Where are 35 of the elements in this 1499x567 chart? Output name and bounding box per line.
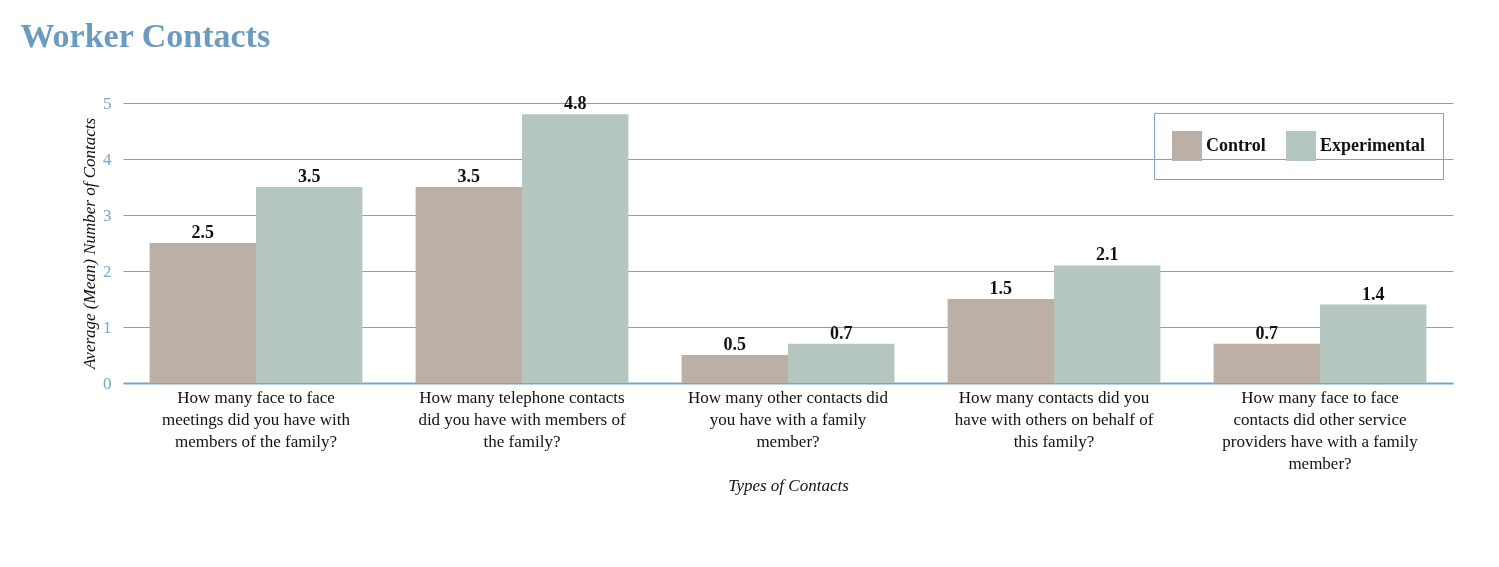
x-axis-title: Types of Contacts	[728, 475, 850, 495]
y-tick-label: 2	[103, 261, 112, 281]
bar	[149, 243, 256, 383]
bar	[947, 299, 1054, 383]
x-tick-label: How many face to face meetings did you have with members of the family?	[162, 387, 351, 451]
bar	[1320, 304, 1427, 383]
bar	[788, 343, 895, 383]
y-tick-label: 5	[103, 93, 112, 113]
bar	[681, 355, 788, 383]
legend-label: Experimental	[1320, 135, 1425, 155]
bar	[1213, 343, 1320, 383]
data-label: 2.1	[1095, 244, 1119, 265]
data-label: 0.7	[1255, 322, 1279, 343]
data-label: 0.7	[829, 322, 853, 343]
bar	[522, 114, 629, 383]
legend-label: Control	[1206, 135, 1266, 155]
y-axis-title: Average (Mean) Number of Contacts	[80, 117, 99, 371]
data-label: 3.5	[457, 166, 481, 186]
data-label: 1.4	[1361, 283, 1385, 304]
x-tick-label: How many contacts did you have with others on behalf of this family?	[954, 387, 1154, 451]
data-label: 2.5	[191, 222, 215, 242]
x-tick-label: How many telephone contacts did you have with members of the family?	[418, 387, 626, 451]
bar	[415, 187, 522, 383]
chart-title: Worker Contacts	[20, 17, 271, 54]
y-tick-label: 1	[103, 317, 112, 337]
bar	[256, 187, 363, 383]
y-tick-label: 4	[103, 149, 112, 169]
bar	[1054, 265, 1161, 383]
data-label: 0.5	[723, 334, 747, 354]
y-tick-label: 0	[103, 373, 112, 393]
data-label: 3.5	[297, 166, 321, 186]
x-tick-label: How many face to face contacts did other service providers have with a family member?	[1222, 387, 1419, 473]
y-tick-label: 3	[103, 205, 112, 225]
data-label: 1.5	[989, 278, 1013, 298]
x-tick-label: How many other contacts did you have with a family member?	[687, 387, 889, 451]
